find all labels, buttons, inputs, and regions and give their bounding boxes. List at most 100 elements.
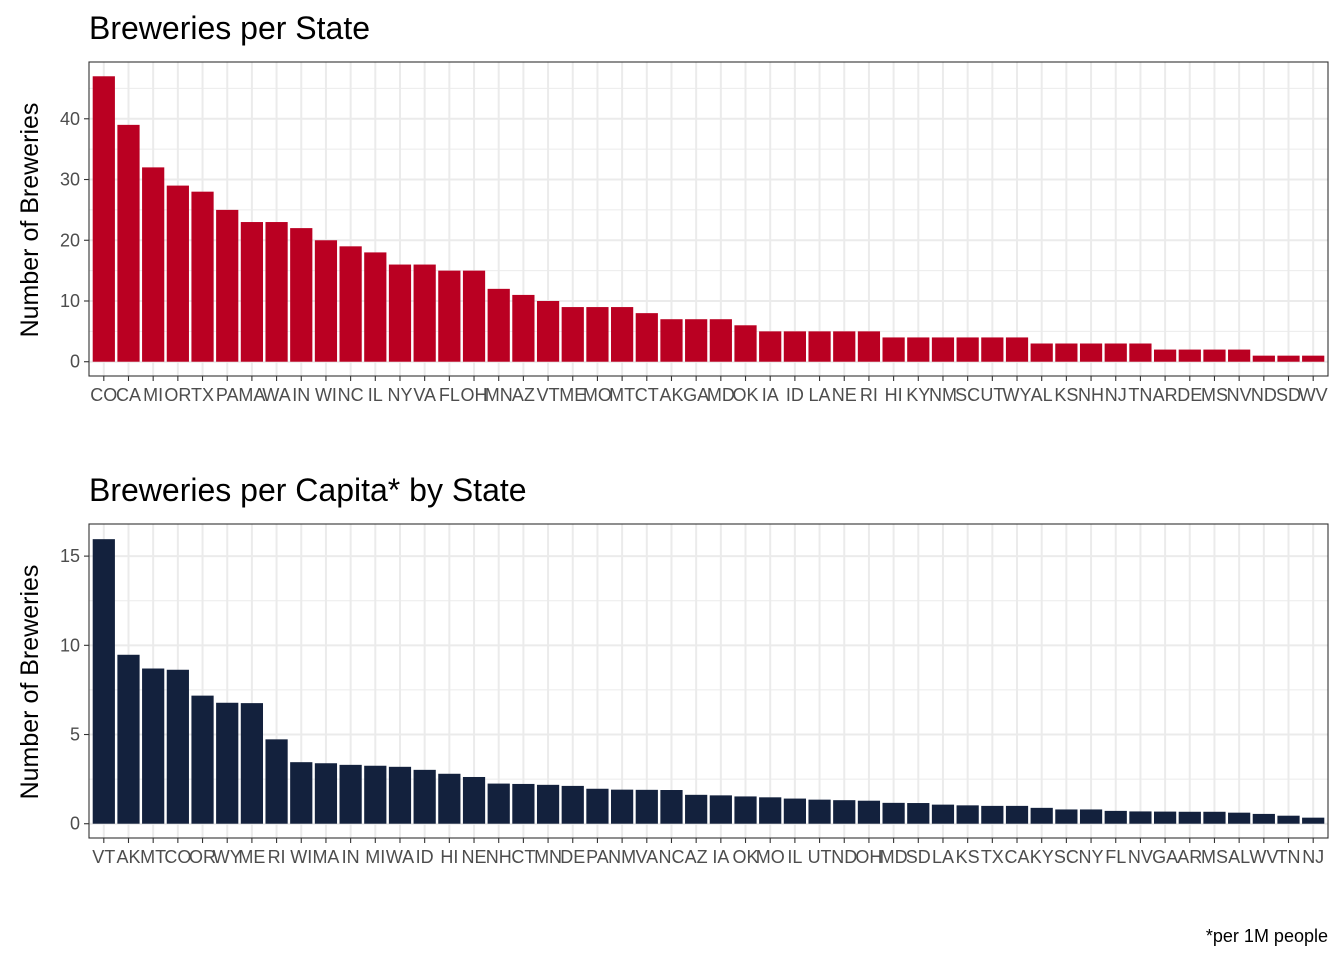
- bar: [1005, 337, 1029, 362]
- bar: [882, 802, 905, 824]
- bar: [314, 763, 338, 824]
- bar: [709, 795, 732, 824]
- bar: [117, 654, 140, 824]
- y-tick-label: 15: [60, 546, 80, 566]
- x-tick-label: AZ: [512, 385, 535, 405]
- x-tick-label: NY: [387, 385, 412, 405]
- y-tick-label: 10: [60, 291, 80, 311]
- y-axis-label: Number of Breweries: [16, 565, 44, 800]
- x-tick-label: NM: [608, 847, 636, 867]
- x-tick-label: MS: [1201, 847, 1228, 867]
- x-tick-label: AK: [116, 847, 140, 867]
- x-tick-label: OK: [733, 385, 759, 405]
- bar: [413, 769, 436, 824]
- x-tick-label: VT: [537, 385, 560, 405]
- bar: [462, 270, 486, 362]
- x-tick-label: WV: [1249, 847, 1278, 867]
- bar: [635, 789, 658, 824]
- bar: [142, 668, 165, 824]
- bar: [462, 776, 486, 824]
- x-tick-label: MA: [238, 385, 265, 405]
- x-tick-label: OR: [164, 385, 191, 405]
- x-tick-label: ID: [416, 847, 434, 867]
- bar: [611, 789, 634, 824]
- bar: [833, 800, 856, 824]
- x-tick-label: IN: [292, 385, 310, 405]
- x-tick-label: HI: [440, 847, 458, 867]
- bar: [339, 764, 362, 824]
- panel-border: [88, 61, 1329, 377]
- caption: *per 1M people: [1206, 926, 1328, 946]
- bar: [1079, 343, 1103, 362]
- x-tick-label: DE: [1177, 385, 1202, 405]
- x-tick-label: RI: [860, 385, 878, 405]
- x-tick-label: NV: [1128, 847, 1153, 867]
- x-tick-label: MD: [707, 385, 735, 405]
- x-tick-label: NV: [1227, 385, 1252, 405]
- x-tick-label: NE: [832, 385, 857, 405]
- x-tick-label: AZ: [685, 847, 708, 867]
- chart-title: Breweries per Capita* by State: [89, 472, 527, 508]
- bar: [783, 331, 806, 362]
- x-tick-label: MS: [1201, 385, 1228, 405]
- x-tick-label: MI: [143, 385, 163, 405]
- x-tick-label: GA: [683, 385, 709, 405]
- bar: [142, 167, 165, 362]
- bar: [759, 797, 782, 824]
- bar: [561, 307, 584, 362]
- chart-title: Breweries per State: [89, 10, 370, 46]
- y-tick-label: 0: [70, 352, 80, 372]
- x-tick-label: OH: [855, 847, 882, 867]
- bar: [956, 805, 979, 824]
- x-tick-label: ME: [559, 385, 586, 405]
- bar: [92, 76, 115, 362]
- bar: [413, 264, 436, 362]
- x-tick-label: IA: [762, 385, 779, 405]
- bar: [191, 695, 214, 824]
- bar: [734, 796, 757, 824]
- bar: [92, 539, 115, 824]
- bar: [1055, 809, 1078, 824]
- x-tick-label: MO: [756, 847, 785, 867]
- bar: [536, 300, 560, 362]
- bar: [166, 669, 189, 824]
- x-tick-label: MN: [534, 847, 562, 867]
- y-tick-label: 10: [60, 635, 80, 655]
- bar: [956, 337, 979, 362]
- bars: [92, 539, 1325, 824]
- x-tick-label: NC: [658, 847, 684, 867]
- x-tick-label: NM: [929, 385, 957, 405]
- bar: [1153, 349, 1177, 362]
- bar: [759, 331, 782, 362]
- bar: [536, 784, 560, 824]
- x-tick-label: SD: [1276, 385, 1301, 405]
- bars: [92, 76, 1325, 362]
- x-tick-label: WV: [1299, 385, 1328, 405]
- bar: [438, 773, 461, 824]
- bar: [1055, 343, 1078, 362]
- bar: [1104, 810, 1127, 824]
- bar: [512, 783, 535, 824]
- breweries-per-capita-chart: Breweries per Capita* by State Number of…: [16, 472, 1329, 867]
- bar: [388, 766, 412, 824]
- bar: [857, 800, 881, 824]
- bar: [981, 805, 1004, 824]
- x-tick-label: HI: [885, 385, 903, 405]
- bar: [1228, 349, 1251, 362]
- x-tick-label: PA: [586, 847, 609, 867]
- bar: [808, 331, 831, 362]
- x-tick-label: TX: [191, 385, 214, 405]
- x-tick-label: CT: [511, 847, 535, 867]
- x-tick-label: NH: [486, 847, 512, 867]
- x-tick-label: ND: [1251, 385, 1277, 405]
- bar: [611, 307, 634, 362]
- bar: [635, 313, 658, 362]
- x-tick-label: FL: [1105, 847, 1126, 867]
- bar: [931, 337, 955, 362]
- bar: [117, 124, 140, 362]
- bar: [1129, 811, 1152, 824]
- bar: [1277, 355, 1300, 362]
- y-tick-label: 5: [70, 725, 80, 745]
- x-tick-label: KS: [956, 847, 980, 867]
- x-tick-label: KY: [906, 385, 930, 405]
